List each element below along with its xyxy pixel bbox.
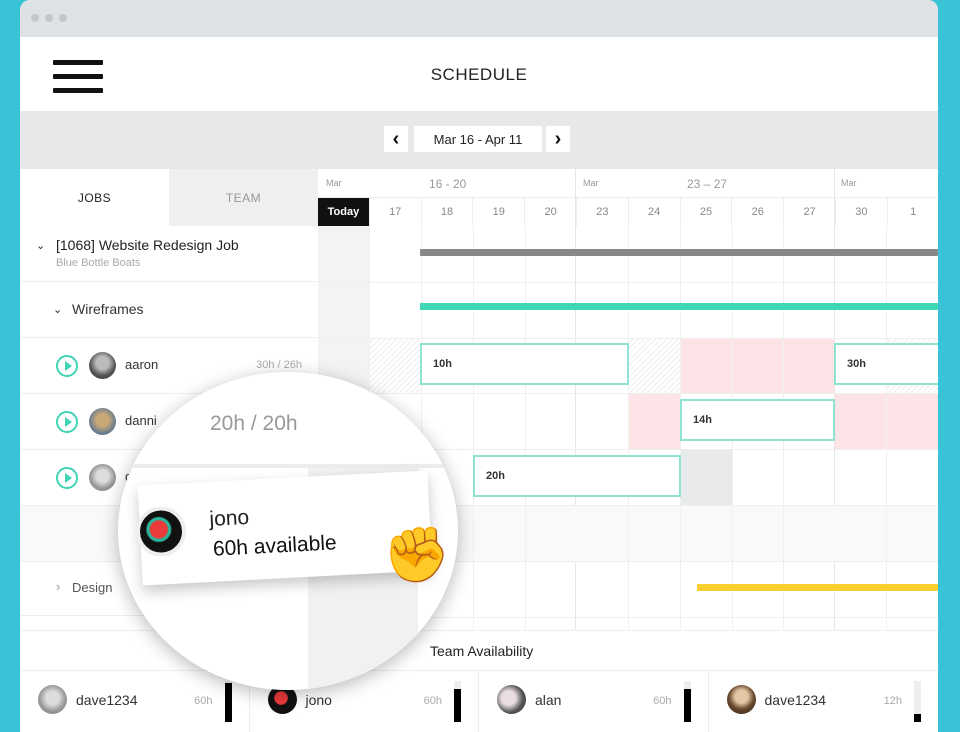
phase-name: Design — [72, 580, 113, 595]
day-cell[interactable]: 19 — [473, 197, 526, 226]
member-name: jono — [305, 692, 332, 708]
design-timeline-bar[interactable] — [697, 584, 938, 591]
play-icon[interactable] — [56, 467, 78, 489]
avatar — [726, 685, 756, 714]
allocation-block[interactable]: 20h — [473, 455, 681, 497]
phase-name: Wireframes — [72, 301, 144, 317]
day-cell[interactable]: 27 — [784, 197, 836, 226]
app-header: SCHEDULE — [20, 37, 938, 111]
month-label: Mar — [583, 178, 599, 188]
tab-jobs[interactable]: JOBS — [20, 169, 169, 226]
window-minimize-dot[interactable] — [45, 14, 53, 22]
member-name: dave1234 — [764, 692, 827, 708]
next-range-button[interactable]: › — [546, 126, 570, 152]
allocation-block[interactable]: 14h — [680, 399, 835, 441]
job-title: [1068] Website Redesign Job — [56, 237, 239, 253]
day-cell[interactable]: 24 — [628, 197, 681, 226]
availability-meter — [683, 681, 691, 722]
availability-item[interactable]: dave1234 60h — [20, 671, 250, 732]
person-hours: 30h / 26h — [256, 359, 302, 371]
week-label: 16 - 20 — [429, 177, 467, 191]
window-titlebar — [20, 0, 938, 37]
job-row[interactable]: ⌄ [1068] Website Redesign Job Blue Bottl… — [20, 226, 318, 282]
month-label: Mar — [841, 178, 857, 188]
window-close-dot[interactable] — [31, 14, 39, 22]
member-name: dave1234 — [76, 692, 138, 708]
date-range-label[interactable]: Mar 16 - Apr 11 — [414, 126, 542, 152]
team-availability-title: Team Availability — [430, 643, 534, 659]
availability-meter — [454, 681, 461, 722]
day-cell[interactable]: 26 — [732, 197, 785, 226]
dragged-member-name: jono — [208, 505, 250, 531]
day-cell[interactable]: 25 — [680, 197, 733, 226]
day-cell[interactable]: 30 — [835, 197, 888, 226]
window-maximize-dot[interactable] — [59, 14, 67, 22]
team-availability-header[interactable]: Team Availability — [20, 630, 938, 670]
avatar — [89, 464, 116, 491]
availability-meter — [224, 681, 232, 722]
page-title: SCHEDULE — [430, 65, 528, 84]
chevron-down-icon[interactable]: ⌄ — [53, 304, 63, 316]
job-timeline-bar[interactable] — [420, 249, 938, 256]
member-hours: 12h — [883, 695, 902, 707]
avatar — [89, 408, 116, 435]
day-cell[interactable]: 1 — [887, 197, 938, 226]
member-hours: 60h — [423, 695, 442, 707]
play-icon[interactable] — [56, 411, 78, 433]
play-icon[interactable] — [56, 355, 78, 377]
tab-team[interactable]: TEAM — [169, 169, 318, 226]
avatar — [497, 685, 526, 714]
date-navigator: ‹ Mar 16 - Apr 11 › — [20, 111, 938, 169]
week-label: 23 – 27 — [687, 177, 728, 191]
day-header: Today 17 18 19 20 23 24 25 26 27 30 1 — [318, 197, 938, 226]
phase-row-wireframes[interactable]: ⌄ Wireframes — [20, 282, 318, 338]
chevron-right-icon[interactable]: › — [56, 579, 61, 594]
prev-range-button[interactable]: ‹ — [384, 126, 408, 152]
day-cell[interactable]: 20 — [525, 197, 577, 226]
avatar — [134, 505, 188, 558]
grab-hand-icon: ✊ — [383, 525, 451, 585]
chevron-down-icon[interactable]: ⌄ — [36, 240, 46, 252]
avatar — [38, 685, 67, 714]
availability-meter — [914, 681, 921, 722]
hamburger-icon[interactable] — [53, 60, 103, 93]
member-hours: 60h — [653, 695, 672, 707]
job-client: Blue Bottle Boats — [56, 257, 141, 269]
person-name: aaron — [125, 357, 159, 372]
member-hours: 60h — [194, 695, 213, 707]
day-cell[interactable]: 18 — [421, 197, 474, 226]
wireframes-timeline-bar[interactable] — [420, 303, 938, 310]
member-name: alan — [535, 692, 562, 708]
day-cell[interactable]: 23 — [576, 197, 629, 226]
dragged-member-availability: 60h available — [212, 531, 338, 561]
availability-item[interactable]: dave1234 12h — [709, 671, 939, 732]
allocation-block[interactable]: 10h — [420, 343, 629, 385]
availability-item[interactable]: alan 60h — [479, 671, 709, 732]
day-cell[interactable]: 17 — [369, 197, 422, 226]
team-availability-list: dave1234 60h jono 60h alan 60h dave1234 … — [20, 670, 938, 732]
allocation-block[interactable]: 30h — [834, 343, 938, 385]
day-today[interactable]: Today — [318, 197, 370, 226]
avatar — [89, 352, 116, 379]
magnified-hours: 20h / 20h — [210, 412, 298, 435]
month-label: Mar — [326, 178, 342, 188]
